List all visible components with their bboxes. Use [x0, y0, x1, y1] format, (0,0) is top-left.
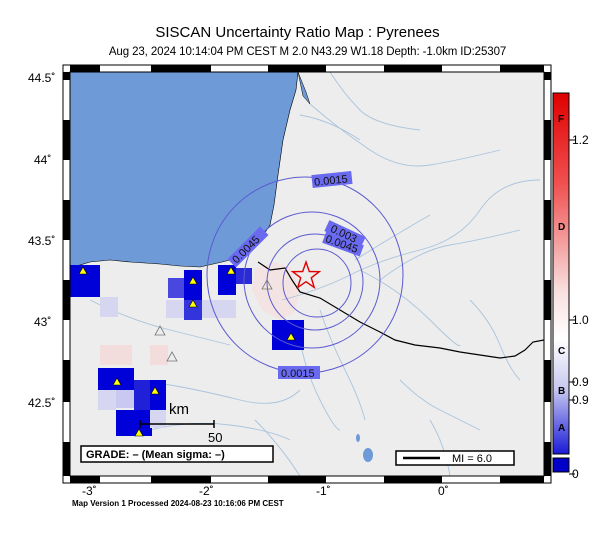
processing-footer: Map Version 1 Processed 2024-08-23 10:16… — [72, 499, 284, 508]
colorbar-label: 0.9 — [572, 393, 589, 407]
lake — [363, 448, 373, 462]
lon-tick-label: -1˚ — [316, 484, 331, 498]
mi-legend — [395, 450, 515, 466]
map-panel[interactable] — [70, 72, 544, 476]
event-info: Aug 23, 2024 10:14:04 PM CEST M 2.0 N43.… — [108, 46, 507, 58]
medium-ratio-cells — [98, 297, 236, 428]
lon-tick-label: 0˚ — [438, 484, 449, 498]
map-frame — [62, 64, 552, 484]
colorbar — [552, 92, 570, 455]
high-ratio-cells — [70, 265, 304, 436]
scale-value: 50 — [208, 430, 222, 445]
colorbar-label: 0 — [572, 467, 579, 481]
colorbar-label: 1.2 — [572, 133, 589, 147]
colorbar-underflow — [552, 457, 570, 473]
colorbar-ticks — [569, 139, 575, 475]
grade-letter: F — [558, 114, 565, 125]
low-ratio-area — [100, 345, 132, 365]
grade-letter: B — [558, 386, 566, 397]
seismic-stations — [78, 266, 296, 437]
scale-unit: km — [169, 401, 189, 418]
grade-text: GRADE: – (Mean sigma: –) — [86, 449, 225, 461]
lat-tick-label: 44.5˚ — [28, 71, 56, 85]
grade-letter: C — [558, 346, 566, 357]
lake — [356, 434, 360, 442]
lat-tick-label: 43˚ — [34, 315, 52, 329]
lon-tick-label: -2˚ — [199, 484, 214, 498]
lat-tick-label: 43.5˚ — [28, 234, 56, 248]
mi-legend-text: MI = 6.0 — [452, 453, 492, 465]
colorbar-label: 1.0 — [572, 313, 589, 327]
lon-tick-label: -3˚ — [82, 484, 97, 498]
epicenter-star-icon[interactable] — [290, 259, 322, 290]
contour-label-0: 0.0015 — [314, 173, 349, 188]
scale-bar — [139, 420, 215, 428]
lat-tick-label: 44˚ — [34, 153, 52, 167]
map-title: SISCAN Uncertainty Ratio Map : Pyrenees — [155, 24, 440, 41]
low-ratio-area — [150, 345, 168, 365]
low-ratio-area — [252, 262, 300, 320]
colorbar-label: 0.9 — [572, 375, 589, 389]
contour-label-4: 0.0015 — [281, 368, 315, 380]
grade-letter: D — [558, 222, 566, 233]
contour-labels — [227, 170, 366, 379]
grade-letter: A — [558, 423, 566, 434]
lat-tick-label: 42.5˚ — [28, 396, 56, 410]
grade-box — [80, 445, 274, 463]
france-spain-border — [257, 261, 544, 359]
